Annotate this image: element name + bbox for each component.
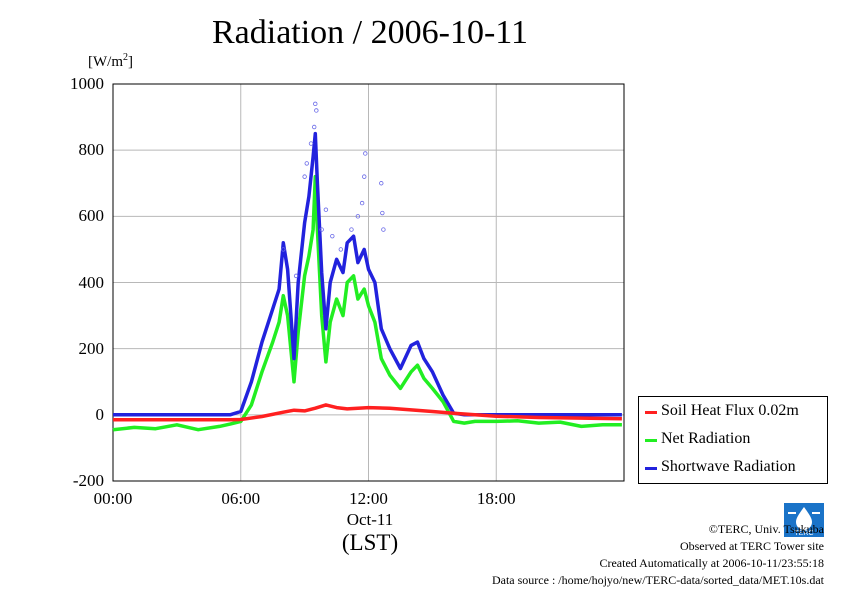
legend-label-net-radiation: Net Radiation [661,430,751,447]
scatter-point [349,227,354,232]
scatter-point [281,247,286,252]
legend: Soil Heat Flux 0.02m Net Radiation Short… [638,396,828,484]
credit-observed: Observed at TERC Tower site [679,539,824,553]
y-tick-label: -200 [72,471,104,490]
y-tick-label: 600 [78,206,105,226]
scatter-point [330,233,335,239]
scatter-point [312,124,317,130]
credit-source: Data source : /home/hojyo/new/TERC-data/… [491,573,824,587]
scatter-point [355,214,361,219]
legend-item-net-radiation: Net Radiation [639,429,827,451]
legend-swatch-soil-heat-flux [645,411,657,414]
series-line-soil-heat-flux-0-02m [113,403,622,422]
legend-item-soil-heat-flux: Soil Heat Flux 0.02m [639,401,827,423]
scatter-point [362,174,367,179]
y-tick-label: 200 [78,338,105,358]
y-tick-label: 800 [78,140,105,160]
legend-label-shortwave-radiation: Shortwave Radiation [661,458,796,475]
scatter-point [380,210,385,216]
y-tick-label: 400 [78,272,105,292]
scatter-point [308,141,314,146]
x-tick-label: 12:00 [349,489,388,508]
scatter-point [314,108,319,113]
scatter-point [319,227,324,232]
scatter-point [359,200,365,206]
plot-frame [112,83,625,482]
terc-logo-icon: TERC [784,503,824,537]
credit-copyright: ©TERC, Univ. Tsukuba [708,522,824,536]
y-unit-superscript: 2 [123,52,128,63]
y-axis-unit: [W/m2] [88,52,133,71]
scatter-point [304,161,309,166]
scatter-point [338,247,344,252]
x-unit-label: (LST) [341,530,399,555]
x-tick-label: 00:00 [93,489,133,508]
y-tick-label: 0 [95,404,105,424]
scatter-point [313,101,318,107]
y-unit-text: [W/m [88,54,123,70]
x-tick-label: 06:00 [221,489,261,508]
logo-text: TERC [794,530,813,537]
scatter-point [381,227,386,232]
credit-created: Created Automatically at 2006-10-11/23:5… [599,556,824,570]
legend-swatch-net-radiation [645,439,657,442]
legend-swatch-shortwave-radiation [645,467,657,470]
x-tick-label: 18:00 [476,489,516,508]
legend-item-shortwave-radiation: Shortwave Radiation [639,457,827,479]
scatter-point [323,207,329,212]
legend-label-soil-heat-flux: Soil Heat Flux 0.02m [661,402,799,419]
scatter-point [363,151,368,156]
scatter-point [379,181,384,186]
y-tick-label: 1000 [70,74,104,93]
y-unit-close: ] [128,54,133,70]
series-line-net-radiation [112,174,622,432]
x-date-label: Oct-11 [346,510,394,529]
scatter-point [302,174,307,179]
scatter-point [293,273,299,279]
chart-title: Radiation / 2006-10-11 [211,14,529,51]
